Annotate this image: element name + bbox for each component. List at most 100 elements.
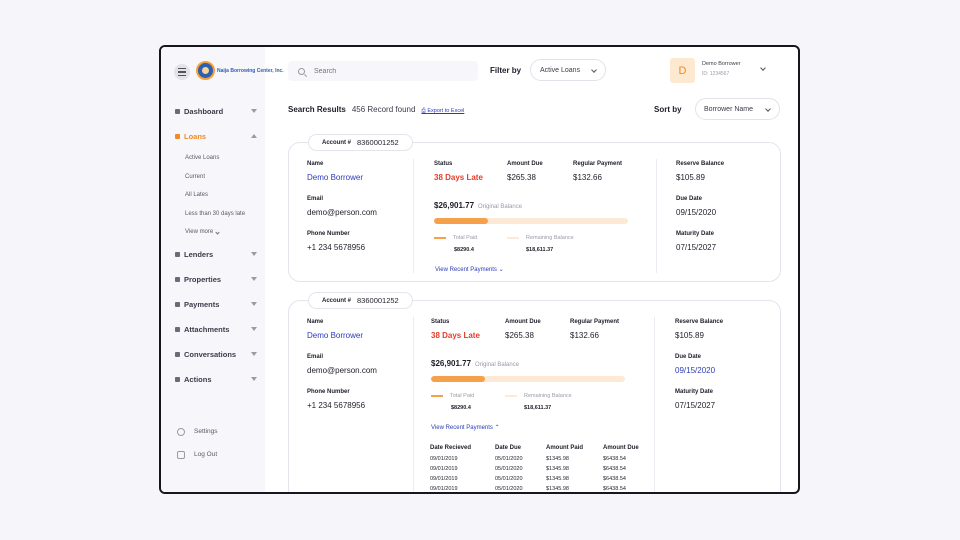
sort-label: Sort by [654, 105, 682, 114]
account-number-tag: Account # 8360001252 [308, 292, 413, 309]
remaining-balance-legend: Remaining Balance [507, 235, 574, 241]
remaining-balance-value: $18,611.37 [526, 247, 554, 253]
sidebar-item-properties[interactable]: Properties [175, 267, 257, 292]
column-header: Amount Paid [546, 444, 583, 451]
balance-progress-bar [434, 218, 628, 224]
divider [413, 159, 414, 273]
logo[interactable]: Naija Borrowing Center, Inc. [196, 61, 284, 80]
regular-payment-label: Regular Payment [573, 161, 623, 167]
view-more-label: View more [185, 229, 214, 236]
sidebar-item-conversations[interactable]: Conversations [175, 342, 257, 367]
account-number-tag: Account # 8360001252 [308, 134, 413, 151]
loan-card: Account # 8360001252 Name Demo Borrower … [288, 134, 781, 282]
submenu-item-all-lates[interactable]: All Lates [185, 192, 209, 199]
chevron-up-icon [251, 134, 257, 138]
chevron-up-icon: ⌃ [494, 425, 500, 431]
menu-icon[interactable] [174, 64, 190, 80]
status-value: 38 Days Late [434, 173, 483, 182]
sidebar-item-loans[interactable]: Loans [175, 124, 257, 149]
borrower-name-link[interactable]: Demo Borrower [307, 331, 364, 340]
reserve-balance-label: Reserve Balance [675, 319, 724, 325]
due-date-label: Due Date [675, 354, 702, 360]
original-balance-value: $26,901.77 [434, 201, 475, 210]
sidebar-item-label: Conversations [184, 349, 237, 359]
remaining-balance-value: $18,611.37 [524, 405, 552, 411]
column-header: Date Recieved [430, 444, 472, 451]
original-balance-label: Original Balance [478, 204, 523, 210]
search-input[interactable] [314, 67, 464, 75]
table-row: 09/01/2019 05/01/2020 $1345.98 $6438.54 [430, 464, 653, 474]
amount-due-label: Amount Due [505, 319, 541, 325]
regular-payment-value: $132.66 [573, 173, 602, 182]
sidebar-item-payments[interactable]: Payments [175, 292, 257, 317]
lenders-icon [175, 251, 180, 257]
status-label: Status [434, 161, 453, 167]
sidebar-item-label: Properties [184, 274, 222, 284]
table-cell: $1345.98 [546, 466, 569, 472]
card-icon [175, 301, 180, 307]
results-count: 456 Record found [351, 105, 416, 114]
chevron-down-icon [251, 251, 257, 256]
chevron-down-icon [251, 301, 257, 306]
chat-icon [175, 351, 180, 357]
phone-value: +1 234 5678956 [307, 401, 366, 410]
due-date-value: 09/15/2020 [676, 208, 717, 217]
app-window: Naija Borrowing Center, Inc. Dashboard L… [159, 45, 800, 494]
balance-progress-bar [431, 376, 625, 382]
phone-label: Phone Number [307, 231, 350, 237]
maturity-date-label: Maturity Date [676, 231, 715, 237]
submenu-item-current[interactable]: Current [185, 173, 206, 180]
view-recent-label: View Recent Payments [435, 267, 497, 273]
search-bar[interactable] [288, 61, 478, 81]
sidebar-item-dashboard[interactable]: Dashboard [175, 99, 257, 124]
borrower-name-link[interactable]: Demo Borrower [307, 173, 364, 182]
total-paid-label: Total Paid [453, 235, 478, 241]
view-recent-payments-link[interactable]: View Recent Payments ⌃ [431, 424, 500, 431]
export-excel-link[interactable]: ⎙ Export to Excel [421, 108, 465, 114]
view-recent-payments-link[interactable]: View Recent Payments ⌄ [435, 266, 504, 273]
due-date-label: Due Date [676, 196, 703, 202]
submenu-item-active-loans[interactable]: Active Loans [185, 155, 220, 162]
reserve-balance-value: $105.89 [675, 331, 704, 340]
sidebar-item-attachments[interactable]: Attachments [175, 317, 257, 342]
status-label: Status [431, 319, 450, 325]
account-label: Account # [322, 139, 352, 146]
filter-label: Filter by [490, 66, 522, 75]
user-menu-chevron-icon[interactable] [760, 65, 766, 71]
sidebar-bottom: Settings Log Out [177, 420, 218, 466]
settings-label: Settings [194, 428, 218, 435]
table-row: 09/01/2019 05/01/2020 $1345.98 $6438.54 [430, 474, 653, 484]
chevron-down-icon [251, 109, 257, 113]
email-value: demo@person.com [307, 366, 377, 375]
table-cell: $6438.54 [603, 486, 626, 492]
sort-dropdown[interactable]: Borrower Name [695, 98, 780, 120]
sidebar-item-label: Dashboard [184, 107, 224, 116]
logout-link[interactable]: Log Out [177, 443, 218, 466]
table-cell: $6438.54 [603, 456, 626, 462]
divider [413, 317, 414, 492]
progress-fill [434, 218, 489, 224]
email-label: Email [307, 354, 324, 360]
sidebar-item-actions[interactable]: Actions [175, 367, 257, 392]
total-paid-label: Total Paid [450, 393, 475, 399]
table-cell: 09/01/2019 [430, 456, 458, 462]
table-cell: $6438.54 [603, 466, 626, 472]
user-id: ID: 1234567 [702, 71, 730, 77]
table-row: 09/01/2019 05/01/2020 $1345.98 $6438.54 [430, 454, 653, 464]
remaining-balance-label: Remaining Balance [524, 393, 572, 399]
settings-link[interactable]: Settings [177, 420, 218, 443]
submenu-item-less-than-30[interactable]: Less than 30 days late [185, 210, 246, 217]
table-cell: $6438.54 [603, 476, 626, 482]
table-cell: 09/01/2019 [430, 476, 458, 482]
logo-text: Naija Borrowing Center, Inc. [217, 67, 284, 74]
coins-icon [175, 134, 180, 139]
filter-dropdown[interactable]: Active Loans [530, 59, 606, 81]
logo-icon [196, 61, 215, 80]
table-cell: 09/01/2019 [430, 466, 458, 472]
sidebar-item-lenders[interactable]: Lenders [175, 242, 257, 267]
avatar[interactable]: D [670, 58, 695, 83]
regular-payment-value: $132.66 [570, 331, 599, 340]
progress-fill [431, 376, 486, 382]
submenu-view-more[interactable]: View more [185, 223, 257, 242]
column-header: Amount Due [603, 444, 639, 451]
